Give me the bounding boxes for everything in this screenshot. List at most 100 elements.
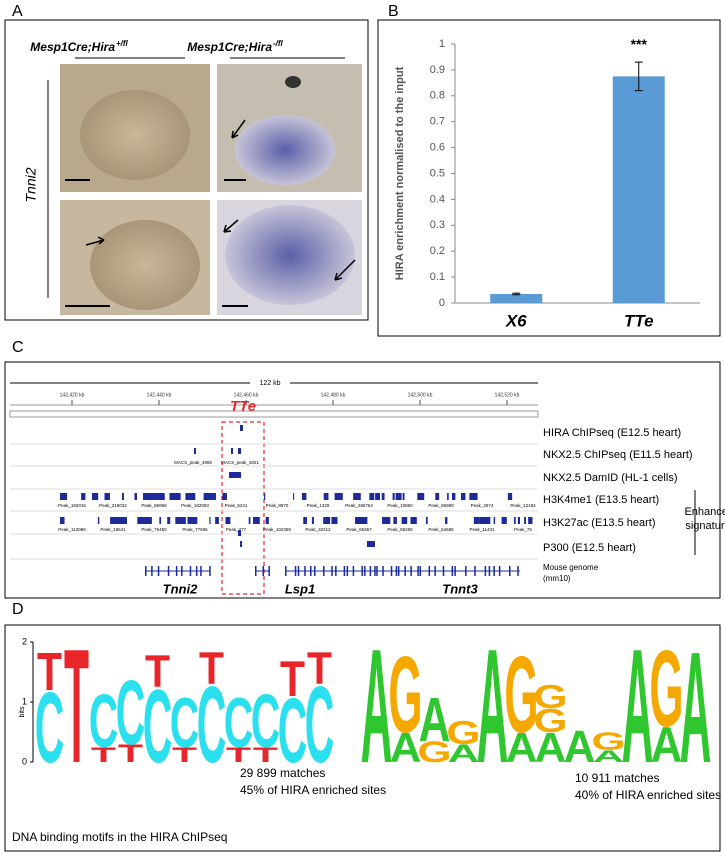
peak <box>323 493 329 500</box>
peak <box>479 517 489 524</box>
peak-label: Peak_777 <box>226 527 247 532</box>
peak <box>311 517 314 524</box>
peak <box>60 493 65 500</box>
peak <box>445 517 448 524</box>
peak <box>60 517 65 524</box>
peak-label: Peak_8870 <box>266 503 289 508</box>
panel-label: B <box>388 3 399 20</box>
arrow <box>231 119 246 139</box>
peak-label: Peak_18641 <box>100 527 126 532</box>
logo-letter: G <box>417 735 451 768</box>
peak <box>178 517 186 524</box>
exon <box>397 566 400 576</box>
exon <box>410 566 412 576</box>
arrow <box>223 219 239 233</box>
peak <box>169 493 178 500</box>
exon <box>417 566 419 576</box>
peak <box>144 517 152 524</box>
peak <box>194 448 196 454</box>
peak <box>460 493 466 500</box>
peak <box>364 517 368 524</box>
peak <box>64 493 68 500</box>
logo-letter: A <box>622 616 654 798</box>
peak <box>81 493 86 500</box>
motif-stats: 10 911 matches <box>575 771 660 785</box>
exon <box>285 566 287 576</box>
logo-letter: T <box>172 743 197 766</box>
exon <box>428 566 431 576</box>
motif-stats: 45% of HIRA enriched sites <box>240 783 386 797</box>
exon <box>434 566 436 576</box>
exon <box>189 566 192 576</box>
peak <box>447 493 449 500</box>
y-tick-label: 1 <box>439 38 445 50</box>
exon <box>395 566 398 576</box>
peak-label: Peak_102369 <box>263 527 291 532</box>
peak <box>393 517 397 524</box>
exon <box>335 566 337 576</box>
row-label: Tnni2 <box>23 167 39 202</box>
peak <box>143 493 150 500</box>
peak <box>238 530 241 536</box>
motif-stats: 40% of HIRA enriched sites <box>575 788 721 802</box>
logo-letter: G <box>388 634 422 756</box>
peak <box>222 493 227 500</box>
peak <box>395 493 402 500</box>
exon <box>364 566 366 576</box>
peak <box>367 541 375 547</box>
logo-letter: G <box>649 628 683 750</box>
peak <box>134 493 138 500</box>
exon <box>369 566 372 576</box>
y-tick-label: 0 <box>439 297 445 309</box>
exon <box>517 566 519 576</box>
logo-tick-label: 1 <box>22 696 27 706</box>
y-tick-label: 0.3 <box>430 219 445 231</box>
peak <box>194 517 198 524</box>
peak <box>473 517 480 524</box>
logo-letter: T <box>199 644 224 695</box>
logo-letter: C <box>224 685 254 763</box>
logo-letter: A <box>477 616 509 798</box>
peak-label: Peak_112096 <box>58 527 86 532</box>
peak <box>487 517 491 524</box>
peak <box>203 493 213 500</box>
bar <box>490 293 543 303</box>
exon <box>309 566 312 576</box>
exon <box>465 566 467 576</box>
exon <box>323 566 325 576</box>
track-label: P300 (E12.5 heart) <box>543 542 636 554</box>
peak <box>331 517 338 524</box>
peak-label: Peak_286764 <box>345 503 373 508</box>
exon <box>488 566 491 576</box>
logo-letter: A <box>535 725 567 772</box>
peak <box>382 517 388 524</box>
peak <box>174 493 181 500</box>
peak <box>426 517 428 524</box>
y-tick-label: 0.6 <box>430 142 445 154</box>
heading: Mesp1Cre;Hira <box>187 40 272 54</box>
exon <box>352 566 355 576</box>
peak <box>385 517 391 524</box>
gene-label: Tnni2 <box>163 581 198 596</box>
logo-letter: T <box>118 740 143 768</box>
peak <box>147 493 157 500</box>
exon <box>474 566 476 576</box>
logo-letter: C <box>89 679 119 763</box>
arrow <box>334 259 356 281</box>
peak-label: Peak_12184 <box>510 503 536 508</box>
tissue <box>90 220 200 310</box>
exon <box>175 566 178 576</box>
peak <box>91 493 99 500</box>
peak-label: Peak_32212 <box>305 527 331 532</box>
peak <box>493 517 496 524</box>
exon <box>200 566 202 576</box>
exon <box>255 566 257 576</box>
logo-letter: T <box>91 743 116 766</box>
peak <box>157 493 165 500</box>
peak-label: Peak_1329 <box>307 503 330 508</box>
peak <box>153 493 159 500</box>
exon <box>314 566 316 576</box>
region-box <box>221 421 265 595</box>
peak-label: MACS_peak_4959 <box>174 460 212 465</box>
peak <box>121 493 124 500</box>
